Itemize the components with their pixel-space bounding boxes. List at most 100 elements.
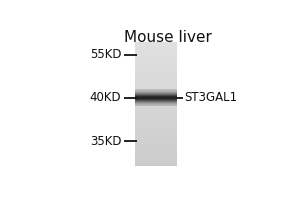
Bar	[135, 95, 177, 96]
Bar	[135, 131, 177, 132]
Bar	[135, 95, 177, 96]
Bar	[135, 106, 177, 107]
Bar	[135, 141, 177, 142]
Bar	[135, 153, 177, 154]
Bar	[135, 113, 177, 114]
Bar	[135, 102, 177, 103]
Bar	[135, 51, 177, 52]
Bar	[135, 114, 177, 115]
Bar	[135, 82, 177, 83]
Bar	[135, 101, 177, 102]
Bar	[135, 77, 177, 78]
Bar	[135, 73, 177, 74]
Bar	[135, 89, 177, 90]
Bar	[135, 74, 177, 75]
Bar	[135, 122, 177, 123]
Bar	[135, 138, 177, 139]
Bar	[135, 62, 177, 63]
Bar	[135, 50, 177, 51]
Bar	[135, 98, 177, 99]
Bar	[135, 85, 177, 86]
Bar	[135, 101, 177, 102]
Bar	[135, 75, 177, 76]
Bar	[135, 67, 177, 68]
Bar	[135, 151, 177, 152]
Bar	[135, 154, 177, 155]
Bar	[135, 138, 177, 139]
Bar	[135, 154, 177, 155]
Bar	[135, 94, 177, 95]
Bar	[135, 56, 177, 57]
Bar	[135, 105, 177, 106]
Bar	[135, 53, 177, 54]
Bar	[135, 87, 177, 88]
Bar	[135, 104, 177, 105]
Bar	[135, 103, 177, 104]
Bar	[135, 135, 177, 136]
Bar	[135, 44, 177, 45]
Bar	[135, 60, 177, 61]
Bar	[135, 110, 177, 111]
Bar	[135, 130, 177, 131]
Bar	[135, 96, 177, 97]
Bar	[135, 146, 177, 147]
Bar	[135, 100, 177, 101]
Bar	[135, 98, 177, 99]
Bar	[135, 84, 177, 85]
Bar	[135, 115, 177, 116]
Bar	[135, 61, 177, 62]
Bar	[135, 93, 177, 94]
Bar	[135, 86, 177, 87]
Bar	[135, 72, 177, 73]
Bar	[135, 114, 177, 115]
Bar	[135, 144, 177, 145]
Bar	[135, 160, 177, 161]
Text: 55KD: 55KD	[90, 48, 121, 61]
Bar	[135, 163, 177, 164]
Bar	[135, 149, 177, 150]
Bar	[135, 104, 177, 105]
Bar	[135, 64, 177, 65]
Bar	[135, 53, 177, 54]
Bar	[135, 88, 177, 89]
Bar	[135, 102, 177, 103]
Bar	[135, 101, 177, 102]
Bar	[135, 148, 177, 149]
Bar	[135, 47, 177, 48]
Bar	[135, 145, 177, 146]
Bar	[135, 97, 177, 98]
Bar	[135, 159, 177, 160]
Bar	[135, 134, 177, 135]
Bar	[135, 124, 177, 125]
Bar	[135, 105, 177, 106]
Bar	[135, 139, 177, 140]
Bar	[135, 68, 177, 69]
Bar	[135, 143, 177, 144]
Bar	[135, 69, 177, 70]
Bar	[135, 159, 177, 160]
Bar	[135, 92, 177, 93]
Bar	[135, 120, 177, 121]
Bar	[135, 54, 177, 55]
Bar	[135, 147, 177, 148]
Bar	[135, 80, 177, 81]
Bar	[135, 125, 177, 126]
Bar	[135, 128, 177, 129]
Bar	[135, 156, 177, 157]
Bar	[135, 61, 177, 62]
Bar	[135, 70, 177, 71]
Bar	[135, 117, 177, 118]
Bar	[135, 155, 177, 156]
Bar	[135, 158, 177, 159]
Bar	[135, 103, 177, 104]
Bar	[135, 122, 177, 123]
Bar	[135, 43, 177, 44]
Bar	[135, 108, 177, 109]
Bar	[135, 45, 177, 46]
Bar	[135, 136, 177, 137]
Bar	[135, 109, 177, 110]
Bar	[135, 161, 177, 162]
Bar	[135, 137, 177, 138]
Text: ST3GAL1: ST3GAL1	[184, 91, 237, 104]
Bar	[135, 99, 177, 100]
